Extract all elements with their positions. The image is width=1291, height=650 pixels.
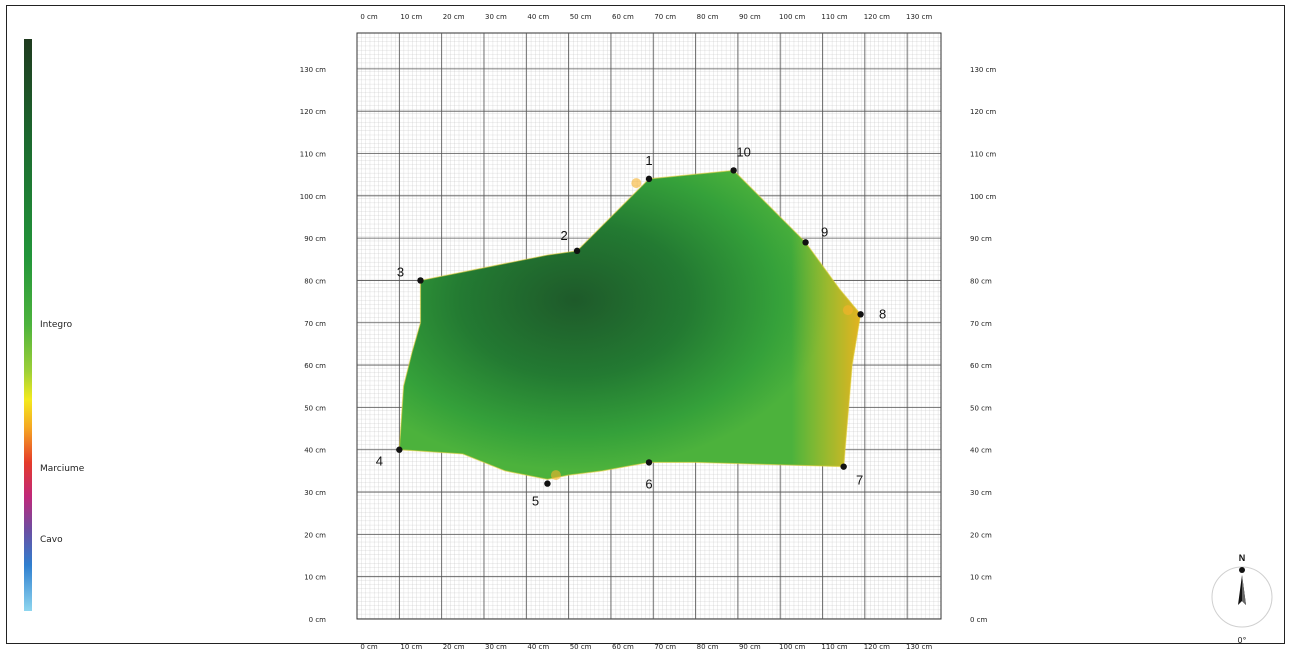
point-label: 7 (856, 473, 863, 488)
point-label: 6 (645, 476, 652, 491)
x-tick-bottom: 40 cm (527, 643, 549, 650)
x-tick-top: 20 cm (443, 13, 465, 21)
x-tick-top: 10 cm (400, 13, 422, 21)
point-marker (645, 175, 653, 183)
point-marker (857, 311, 864, 318)
x-tick-top: 100 cm (779, 13, 805, 21)
x-tick-bottom: 0 cm (360, 643, 378, 650)
warm-spot (842, 305, 853, 316)
figure-frame (6, 5, 1285, 644)
point-label: 9 (821, 224, 828, 239)
compass-angle-label: 0° (1237, 636, 1246, 645)
x-tick-bottom: 100 cm (779, 643, 805, 650)
section-shape (398, 169, 862, 481)
point-marker (645, 459, 653, 466)
y-tick-right: 30 cm (970, 489, 992, 497)
y-tick-right: 40 cm (970, 447, 992, 455)
x-tick-bottom: 50 cm (570, 643, 592, 650)
point-marker (730, 167, 737, 174)
compass-north-label: N (1239, 553, 1246, 563)
y-tick-right: 120 cm (970, 108, 996, 116)
y-tick-left: 0 cm (309, 616, 327, 624)
y-tick-left: 100 cm (300, 193, 326, 201)
x-tick-top: 30 cm (485, 13, 507, 21)
x-tick-bottom: 90 cm (739, 643, 761, 650)
y-tick-left: 30 cm (304, 489, 326, 497)
warm-spot (550, 470, 561, 481)
point-label: 3 (397, 264, 404, 279)
y-tick-left: 110 cm (300, 150, 326, 158)
x-tick-bottom: 30 cm (485, 643, 507, 650)
x-tick-top: 60 cm (612, 13, 634, 21)
point-label: 4 (376, 454, 383, 469)
point-label: 10 (736, 144, 750, 159)
y-tick-right: 90 cm (970, 235, 992, 243)
y-tick-left: 80 cm (304, 277, 326, 285)
y-tick-right: 130 cm (970, 66, 996, 74)
point-label: 5 (532, 494, 539, 509)
warm-spot (631, 178, 642, 189)
point-marker (840, 463, 847, 470)
point-marker (417, 277, 424, 284)
y-tick-right: 50 cm (970, 404, 992, 412)
y-tick-right: 20 cm (970, 531, 992, 539)
y-tick-right: 60 cm (970, 362, 992, 370)
x-tick-bottom: 70 cm (654, 643, 676, 650)
measurement-points: 1 2 3 4 5 6 7 8 9 10 (376, 144, 887, 508)
y-tick-right: 100 cm (970, 193, 996, 201)
y-tick-left: 120 cm (300, 108, 326, 116)
x-tick-bottom: 130 cm (906, 643, 932, 650)
legend-label-cavo: Cavo (40, 535, 63, 545)
x-tick-top: 90 cm (739, 13, 761, 21)
x-tick-top: 110 cm (821, 13, 847, 21)
x-tick-bottom: 80 cm (697, 643, 719, 650)
point-label: 8 (879, 306, 886, 321)
legend-label-marciume: Marciume (40, 464, 85, 474)
y-tick-right: 10 cm (970, 574, 992, 582)
y-tick-right: 110 cm (970, 150, 996, 158)
x-tick-top: 120 cm (864, 13, 890, 21)
point-marker (802, 239, 809, 246)
y-tick-right: 80 cm (970, 277, 992, 285)
y-tick-right: 70 cm (970, 320, 992, 328)
x-tick-top: 80 cm (697, 13, 719, 21)
legend-color-bar (24, 39, 32, 611)
x-tick-bottom: 60 cm (612, 643, 634, 650)
y-tick-left: 60 cm (304, 362, 326, 370)
x-tick-bottom: 110 cm (821, 643, 847, 650)
legend-label-integro: Integro (40, 320, 73, 330)
x-tick-bottom: 120 cm (864, 643, 890, 650)
point-marker (573, 247, 581, 255)
y-tick-left: 90 cm (304, 235, 326, 243)
y-tick-left: 40 cm (304, 447, 326, 455)
x-tick-bottom: 20 cm (443, 643, 465, 650)
x-tick-top: 130 cm (906, 13, 932, 21)
y-tick-left: 10 cm (304, 574, 326, 582)
point-marker (396, 446, 403, 453)
x-tick-top: 0 cm (360, 13, 378, 21)
point-label: 2 (560, 228, 567, 243)
point-marker (544, 480, 551, 487)
x-tick-top: 50 cm (570, 13, 592, 21)
x-tick-top: 40 cm (527, 13, 549, 21)
y-tick-left: 50 cm (304, 404, 326, 412)
point-label: 1 (645, 153, 652, 168)
y-tick-left: 20 cm (304, 531, 326, 539)
y-tick-left: 130 cm (300, 66, 326, 74)
compass-icon: N 0° (1211, 553, 1273, 645)
y-tick-left: 70 cm (304, 320, 326, 328)
x-tick-bottom: 10 cm (400, 643, 422, 650)
y-tick-right: 0 cm (970, 616, 988, 624)
x-tick-top: 70 cm (654, 13, 676, 21)
